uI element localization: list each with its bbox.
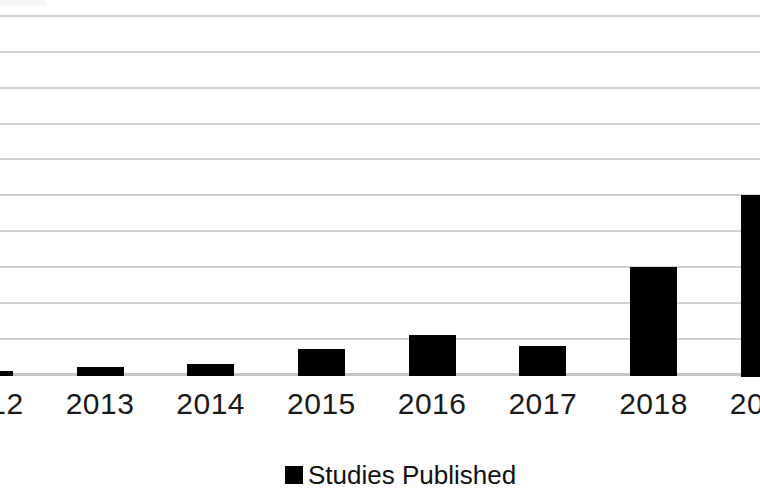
- x-tick-label-2016: 2016: [398, 389, 467, 419]
- x-tick-label-2018: 2018: [619, 389, 688, 419]
- bar-chart: Studies Published 2012 2013 2014 2015 2016 20…: [0, 0, 760, 490]
- gridline-y90: [0, 51, 760, 53]
- gridline-y100: [0, 15, 760, 17]
- bar-2016: [409, 335, 456, 376]
- x-tick-label-2014: 2014: [176, 389, 245, 419]
- bar-2019: [741, 195, 760, 376]
- bar-2017: [519, 346, 566, 377]
- x-tick-label-2015: 2015: [287, 389, 356, 419]
- bar-2012: [0, 371, 13, 377]
- legend-label: Studies Published: [308, 462, 516, 488]
- gridline-y50: [0, 194, 760, 196]
- gridline-y40: [0, 230, 760, 232]
- bar-2013: [77, 367, 124, 376]
- legend-marker-square-icon: [285, 466, 303, 484]
- bar-2014: [187, 364, 234, 377]
- x-tick-label-2013: 2013: [66, 389, 135, 419]
- legend: Studies Published: [285, 462, 516, 488]
- cropped-edge-artifact: [0, 0, 46, 6]
- x-tick-label-2012: 2012: [0, 389, 24, 419]
- bar-2015: [298, 349, 345, 376]
- x-tick-label-2019: 2019: [730, 389, 760, 419]
- gridline-y80: [0, 87, 760, 89]
- bar-2018: [630, 267, 677, 377]
- x-tick-label-2017: 2017: [508, 389, 577, 419]
- gridline-y70: [0, 123, 760, 125]
- gridline-y60: [0, 158, 760, 160]
